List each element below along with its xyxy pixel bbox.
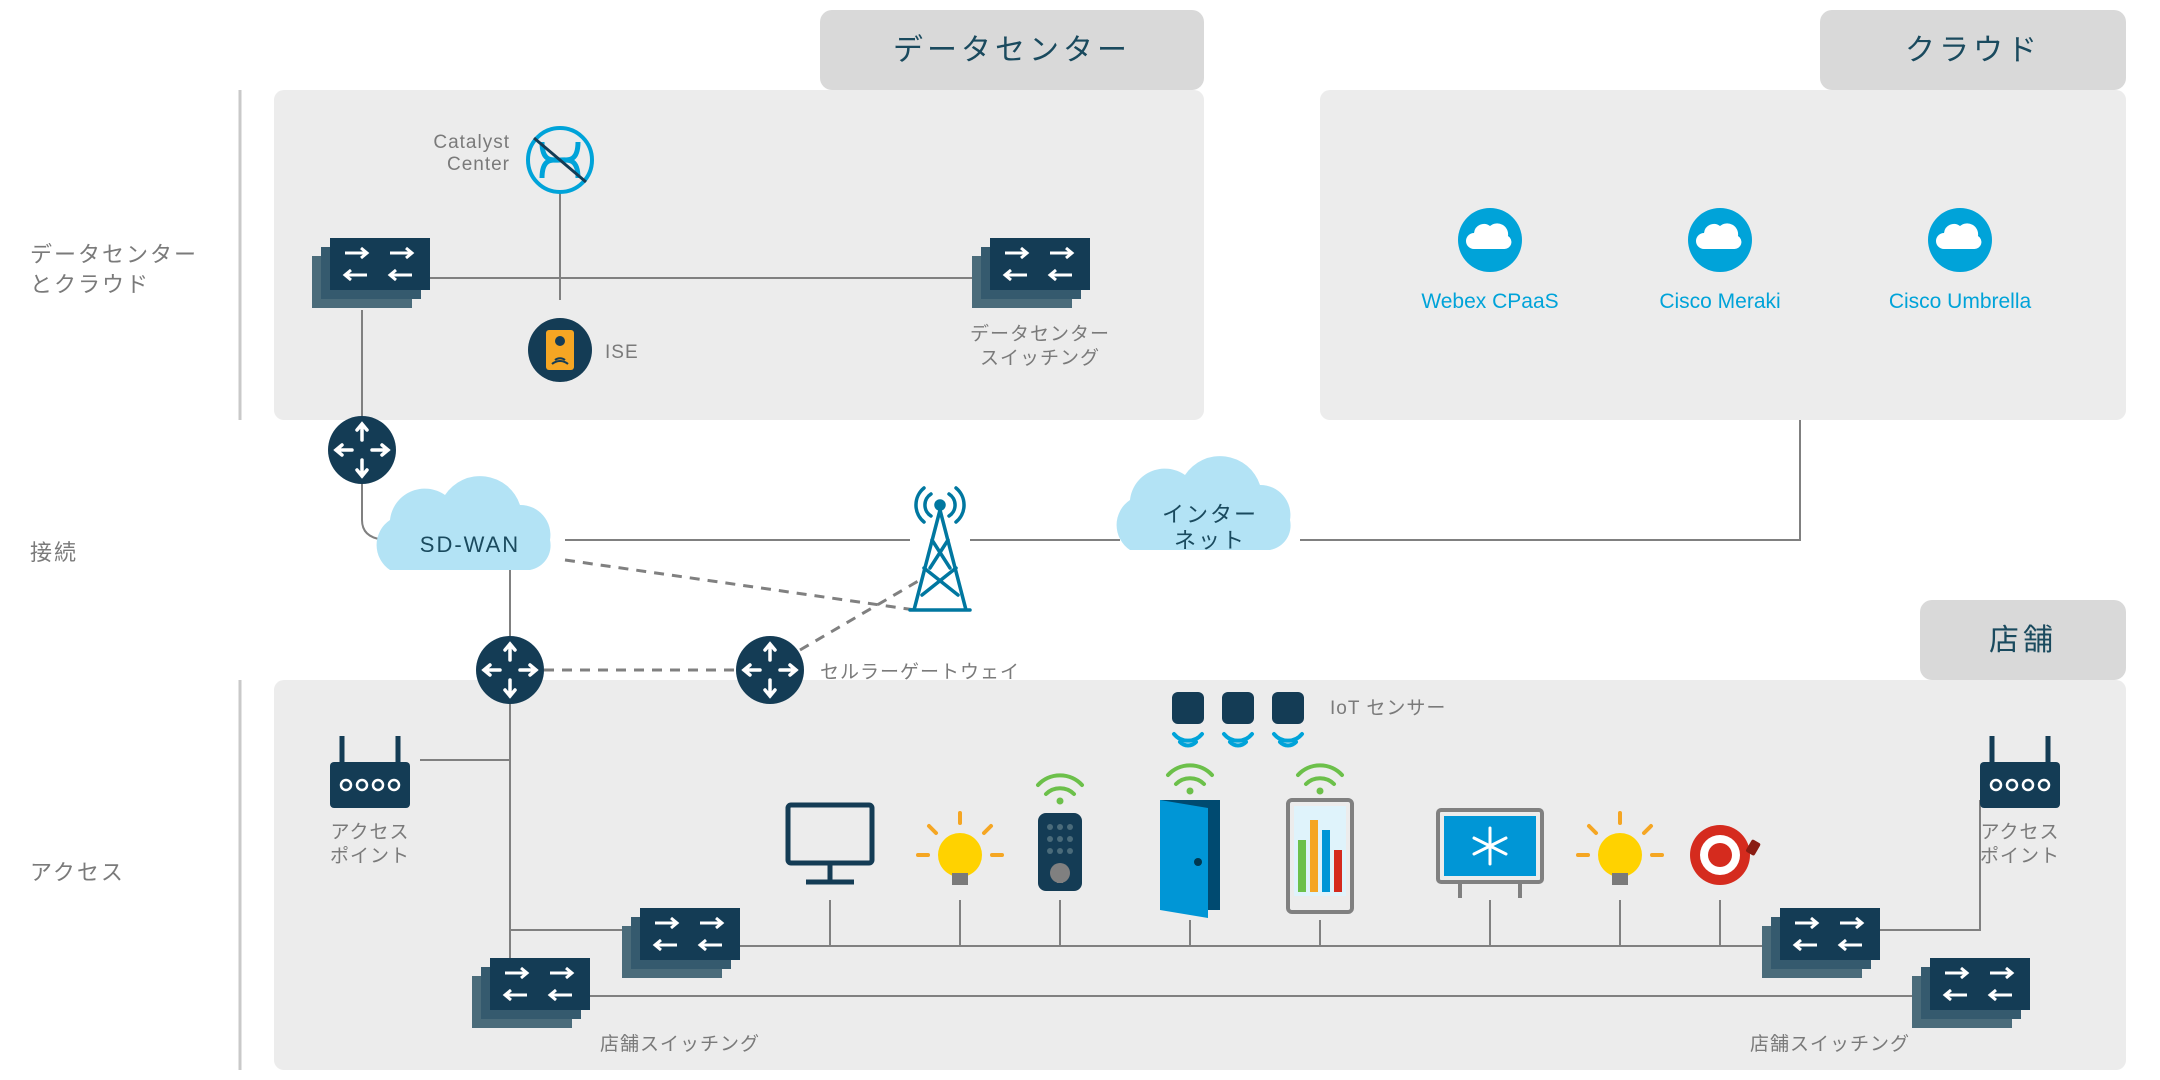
dc-edge-router-icon [328, 416, 396, 484]
side-access: アクセス [30, 860, 125, 885]
sdwan-router-icon [476, 636, 544, 704]
cell-gw-label: セルラーゲートウェイ [820, 661, 1020, 683]
tab-cloud: クラウド [1905, 34, 2041, 67]
store-switch-bl1-icon [472, 958, 590, 1028]
side-connect: 接続 [30, 540, 78, 565]
dc-switch-label-1: データセンター [970, 323, 1110, 345]
store-sw-left-label: 店舗スイッチング [600, 1033, 760, 1055]
umbrella-label: Cisco Umbrella [1889, 290, 2032, 313]
internet-label-2: ネット [1174, 528, 1246, 553]
cell-gateway-icon [736, 636, 804, 704]
side-dc-cloud-1: データセンター [30, 242, 198, 267]
webex-icon [1458, 208, 1522, 272]
store-switch-br2-icon [1762, 908, 1880, 978]
meraki-label: Cisco Meraki [1659, 290, 1780, 313]
ise-label: ISE [605, 342, 639, 363]
sdwan-label: SD-WAN [420, 532, 520, 557]
side-dc-cloud-2: とクラウド [30, 272, 150, 297]
webex-label: Webex CPaaS [1421, 290, 1558, 313]
meraki-icon [1688, 208, 1752, 272]
ap-left-l2: ポイント [330, 845, 410, 867]
cell-tower-icon [910, 488, 970, 610]
ap-right-l1: アクセス [1980, 821, 2059, 843]
store-switch-br1-icon [1912, 958, 2030, 1028]
catalyst-label-1: Catalyst [433, 132, 510, 153]
umbrella-icon [1928, 208, 1992, 272]
tab-datacenter: データセンター [893, 34, 1131, 67]
dc-switch-right-icon [972, 238, 1090, 308]
dc-switch-label-2: スイッチング [980, 347, 1100, 369]
tab-store: 店舗 [1989, 624, 2057, 657]
ise-icon [528, 318, 592, 382]
store-switch-bl2-icon [622, 908, 740, 978]
dc-switch-left-icon [312, 238, 430, 308]
iot-label: IoT センサー [1330, 698, 1446, 719]
ap-left-l1: アクセス [330, 821, 409, 843]
ap-right-l2: ポイント [1980, 845, 2060, 867]
catalyst-label-2: Center [447, 154, 510, 175]
internet-label-1: インター [1162, 502, 1258, 527]
store-sw-right-label: 店舗スイッチング [1750, 1033, 1910, 1055]
